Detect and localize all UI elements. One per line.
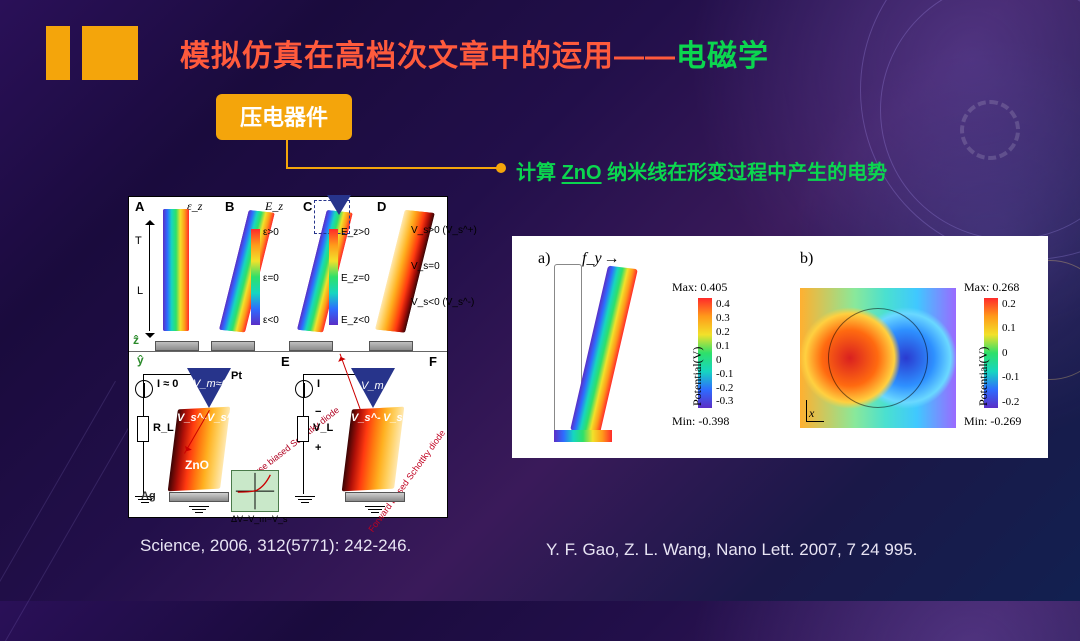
panel-b-label: b) bbox=[800, 250, 813, 268]
cbarC-bot: E_z<0 bbox=[341, 315, 370, 326]
figure-right: a) b) f_y→ Max: 0.405 0.4 0.3 0.2 0.1 0 … bbox=[512, 236, 1048, 458]
e-pt: Pt bbox=[231, 370, 242, 382]
subtitle: 计算 ZnO 纳米线在形变过程中产生的电势 bbox=[516, 156, 887, 185]
cbarB-bot: ε<0 bbox=[263, 315, 279, 326]
f-current: I bbox=[317, 378, 320, 390]
cbarB-mid: ε=0 bbox=[263, 273, 279, 284]
e-zno: ZnO bbox=[185, 458, 209, 472]
epsz-label: ε_z bbox=[187, 199, 202, 214]
circuit-e: I ≈ 0 R_L V_m≈0 Pt V_s^- V_s^+ ZnO Rever… bbox=[131, 366, 285, 516]
iv-curve-box bbox=[231, 470, 279, 512]
ticks-a: 0.4 0.3 0.2 0.1 0 -0.1 -0.2 -0.3 bbox=[716, 298, 733, 408]
cbarC-mid: E_z=0 bbox=[341, 273, 370, 284]
axis-t: T bbox=[135, 235, 142, 247]
circuit-f: I V_L − + V_m V_s^- V_s^+ Forward biased… bbox=[291, 366, 445, 516]
f-vm: V_m bbox=[361, 380, 384, 392]
panel-label-c: C bbox=[303, 199, 312, 214]
a-min: Min: -0.398 bbox=[672, 414, 729, 429]
a-axis: Potential(V) bbox=[690, 347, 705, 406]
a-max: Max: 0.405 bbox=[672, 280, 727, 295]
cbarC-top: E_z>0 bbox=[341, 227, 370, 238]
subtitle-pre: 计算 bbox=[516, 162, 562, 184]
nanowire-base bbox=[554, 430, 612, 442]
base-d bbox=[369, 341, 413, 351]
e-rl: R_L bbox=[153, 422, 174, 434]
panel-label-a: A bbox=[135, 199, 144, 214]
deco-circle bbox=[960, 100, 1020, 160]
e-vm: V_m≈0 bbox=[193, 378, 228, 390]
colorbar-b bbox=[251, 229, 260, 325]
accent-bar-large bbox=[82, 26, 138, 80]
b-max: Max: 0.268 bbox=[964, 280, 1019, 295]
base-b bbox=[211, 341, 255, 351]
title-dash: —— bbox=[614, 40, 676, 73]
b-axis: Potential(V) bbox=[976, 347, 991, 406]
subtitle-underline: ZnO bbox=[562, 162, 602, 184]
accent-bar-small bbox=[46, 26, 70, 80]
colorbar-c bbox=[329, 229, 338, 325]
cbarB-top: ε>0 bbox=[263, 227, 279, 238]
nanowire-a bbox=[163, 209, 189, 331]
subtitle-post: 纳米线在形变过程中产生的电势 bbox=[602, 162, 888, 184]
d-mid: V_s=0 bbox=[411, 261, 440, 272]
e-dv: ΔV=V_m−V_s bbox=[231, 514, 288, 524]
f-vl: V_L bbox=[313, 422, 333, 434]
figure-left: A B C D ε_z E_z T L ẑ ŷ ε>0 ε=0 ε<0 E_z>… bbox=[128, 196, 448, 518]
e-ag: Ag bbox=[141, 490, 156, 502]
e-vplus: V_s^+ bbox=[207, 412, 239, 424]
base-a bbox=[155, 341, 199, 351]
axis-z: T L ẑ ŷ bbox=[135, 215, 163, 343]
d-top: V_s>0 (V_s^+) bbox=[411, 225, 477, 236]
title-em: 电磁学 bbox=[676, 40, 769, 73]
figure-left-top: A B C D ε_z E_z T L ẑ ŷ ε>0 ε=0 ε<0 E_z>… bbox=[129, 197, 447, 352]
b-min: Min: -0.269 bbox=[964, 414, 1021, 429]
b-axis-letter: x bbox=[809, 406, 814, 420]
figure-left-bottom: E F I ≈ 0 R_L V_m≈0 Pt V_s^- V_s^+ ZnO R… bbox=[129, 352, 447, 517]
axis-l: L bbox=[137, 285, 143, 297]
f-vplus: V_s^+ bbox=[383, 412, 415, 424]
f-vminus: V_s^- bbox=[351, 412, 381, 424]
slide-title: 模拟仿真在高档次文章中的运用——电磁学 bbox=[180, 31, 769, 75]
axis-zhat: ẑ bbox=[133, 333, 139, 347]
ticks-b: 0.2 0.1 0 -0.1 -0.2 bbox=[1002, 298, 1019, 408]
subtitle-badge: 压电器件 bbox=[216, 94, 352, 140]
base-c bbox=[289, 341, 333, 351]
e-current: I ≈ 0 bbox=[157, 378, 178, 390]
citation-left: Science, 2006, 312(5771): 242-246. bbox=[140, 536, 411, 556]
panel-label-b: B bbox=[225, 199, 234, 214]
d-bot: V_s<0 (V_s^-) bbox=[411, 297, 474, 308]
title-pre: 模拟仿真在高档次文章中的运用 bbox=[180, 40, 614, 73]
panel-a-label: a) bbox=[538, 250, 550, 268]
cross-section: x bbox=[800, 288, 956, 428]
title-row: 模拟仿真在高档次文章中的运用——电磁学 bbox=[46, 26, 769, 80]
citation-right: Y. F. Gao, Z. L. Wang, Nano Lett. 2007, … bbox=[546, 540, 917, 560]
panel-label-d: D bbox=[377, 199, 386, 214]
fy-text: f_y bbox=[582, 250, 602, 267]
